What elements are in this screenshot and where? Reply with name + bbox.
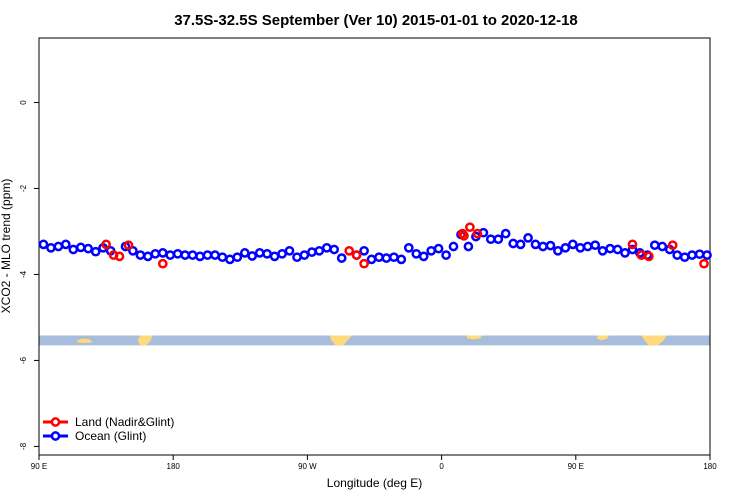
legend-label: Ocean (Glint)	[75, 429, 146, 443]
x-tick-label: 90 E	[568, 462, 584, 471]
ocean-point	[441, 250, 451, 260]
ocean-point	[515, 239, 526, 250]
ocean-point	[493, 234, 504, 245]
ocean-point	[83, 243, 94, 254]
land-point	[344, 245, 355, 256]
ocean-point	[702, 250, 712, 260]
map-land-mass	[329, 335, 353, 346]
x-tick-label: 0	[439, 462, 444, 471]
ocean-point	[433, 243, 444, 254]
ocean-point	[590, 240, 601, 251]
land-point	[667, 240, 678, 251]
land-point	[644, 251, 654, 262]
land-point	[465, 222, 475, 233]
ocean-point	[299, 250, 310, 260]
ocean-point	[336, 253, 347, 263]
legend-swatch-marker	[50, 417, 61, 427]
x-tick-label: 90 E	[31, 462, 47, 471]
legend-swatch-marker	[50, 431, 61, 441]
legend-label: Land (Nadir&Glint)	[75, 415, 174, 429]
ocean-point	[612, 244, 623, 255]
ocean-point	[553, 245, 563, 256]
y-axis: 0 -2 -4 -6 -8	[19, 100, 39, 450]
land-point	[627, 239, 638, 250]
chart-title: 37.5S-32.5S September (Ver 10) 2015-01-0…	[174, 12, 578, 29]
ocean-point	[545, 240, 556, 251]
plot-frame	[38, 37, 711, 456]
land-point	[359, 258, 369, 269]
x-axis-label: Longitude (deg E)	[327, 476, 422, 490]
y-tick-label: -2	[19, 184, 28, 192]
ocean-point	[500, 228, 511, 239]
land-point	[472, 228, 483, 239]
y-axis-label: XCO2 - MLO trend (ppm)	[0, 179, 13, 314]
land-point	[101, 239, 111, 250]
ocean-point	[314, 245, 325, 256]
ocean-point	[247, 251, 258, 261]
data-points	[38, 222, 712, 269]
ocean-point	[448, 241, 459, 252]
ocean-point	[90, 246, 101, 257]
map-land-mass	[596, 335, 609, 341]
ocean-point	[523, 233, 533, 243]
ocean-point	[418, 251, 429, 262]
ocean-point	[284, 245, 295, 256]
y-tick-label: -6	[19, 356, 28, 364]
map-land-mass	[641, 335, 667, 346]
ocean-point	[329, 244, 340, 255]
map-land-mass	[466, 335, 482, 340]
x-tick-label: 90 W	[298, 462, 317, 471]
land-point	[114, 251, 125, 262]
x-axis: 90 E 180 90 W 0 90 E 180	[31, 455, 717, 471]
x-tick-label: 180	[167, 462, 181, 471]
ocean-point	[60, 239, 71, 250]
x-tick-label: 180	[703, 462, 717, 471]
y-tick-label: -4	[19, 270, 28, 278]
ocean-point	[396, 254, 407, 265]
ocean-point	[403, 242, 414, 253]
ocean-point	[567, 239, 578, 250]
land-point	[351, 250, 362, 260]
ocean-point	[232, 252, 243, 263]
map-land-mass	[76, 338, 93, 343]
ocean-point	[239, 248, 250, 258]
land-point	[157, 258, 168, 269]
land-point	[699, 258, 709, 269]
y-tick-label: -8	[19, 442, 28, 450]
ocean-point	[359, 245, 369, 256]
ocean-point	[620, 248, 630, 258]
ocean-point	[38, 239, 49, 250]
land-point	[123, 240, 134, 251]
land-point	[459, 230, 469, 241]
map-ocean-band	[39, 335, 710, 346]
map-land-mass	[137, 335, 153, 346]
ocean-point	[627, 244, 638, 255]
ocean-point	[463, 241, 474, 252]
legend: Land (Nadir&Glint)Ocean (Glint)	[43, 415, 174, 443]
y-tick-label: 0	[19, 100, 28, 105]
world-map-strip	[39, 335, 710, 346]
ocean-point	[560, 242, 571, 253]
